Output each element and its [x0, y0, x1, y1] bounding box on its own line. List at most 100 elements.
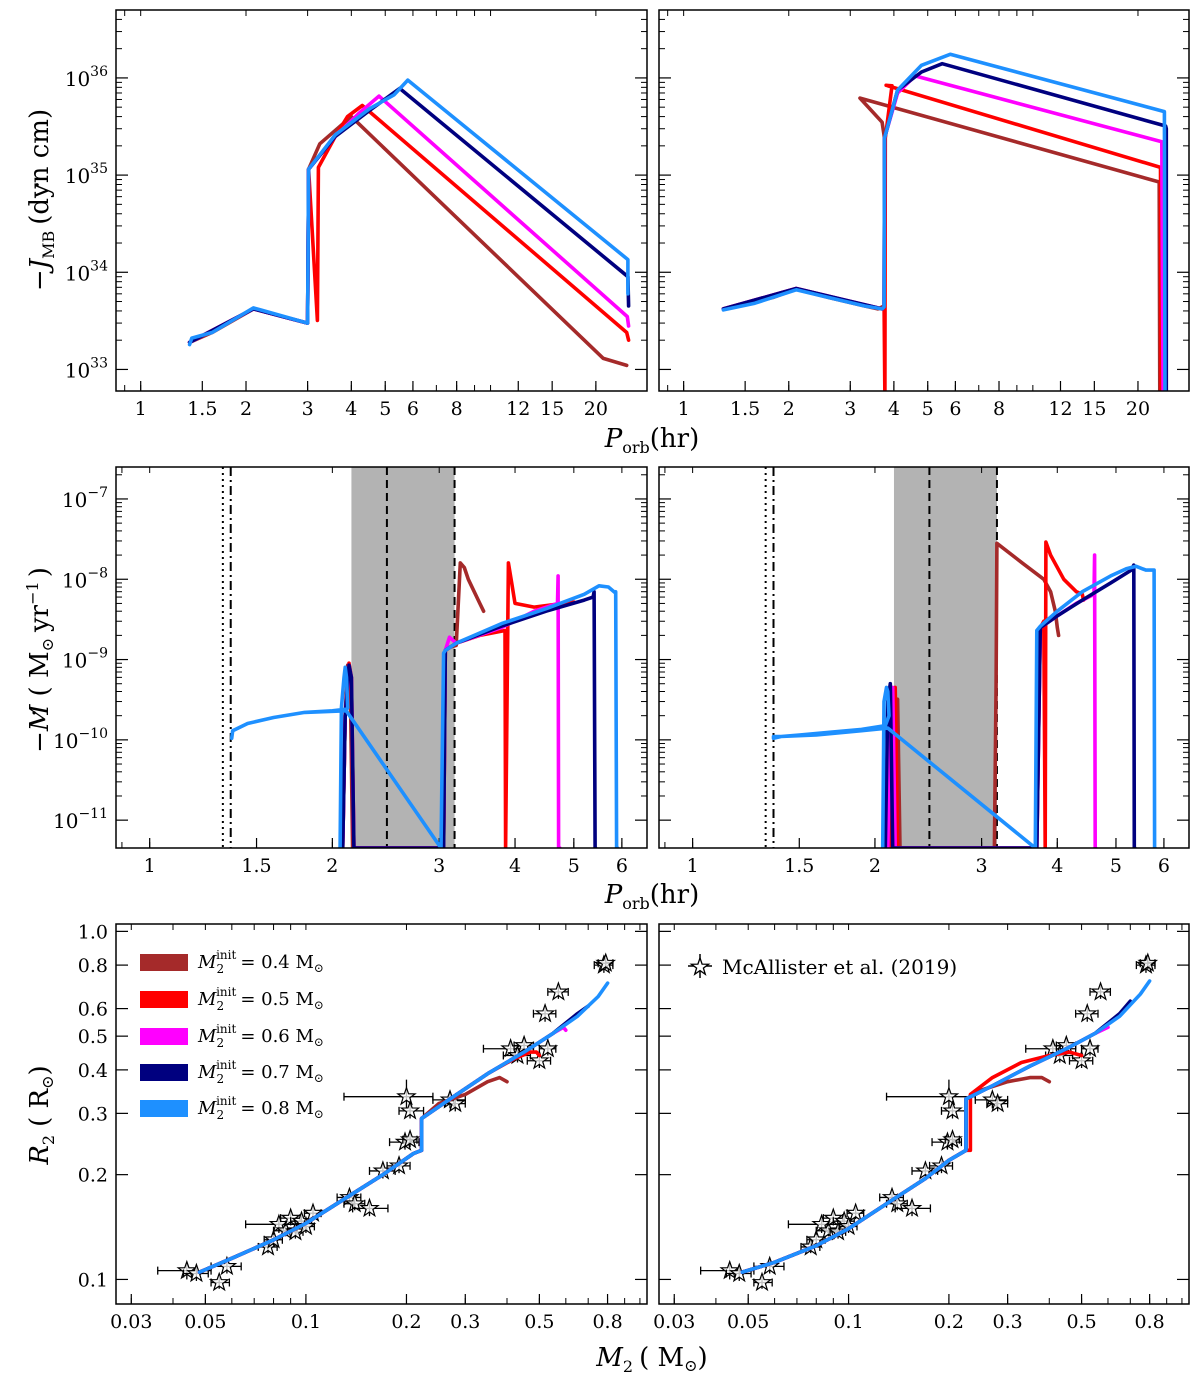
y-tick-label: 1.0 [78, 921, 108, 943]
x-tick-label: 0.5 [524, 1311, 554, 1333]
legend-label-0: M2init = 0.4 M⊙ [197, 948, 324, 976]
x-tick-label: 0.03 [653, 1311, 695, 1333]
ylabel-jmb: −JMB (dyn cm) [25, 109, 58, 291]
ylabel-mdot-dot: · [30, 699, 38, 729]
panel-frame [115, 9, 648, 392]
x-tick-label: 1 [678, 398, 690, 420]
x-tick-label: 8 [993, 398, 1005, 420]
panel-frame [658, 9, 1190, 392]
y-tick-label: 0.5 [78, 1026, 108, 1048]
x-tick-label: 5 [1110, 855, 1122, 877]
series-line-0.6 [740, 1025, 1110, 1274]
plot-area [700, 953, 1158, 1291]
x-tick-label: 0.1 [833, 1311, 863, 1333]
x-tick-label: 6 [616, 855, 628, 877]
x-tick-label: 12 [506, 398, 530, 420]
y-tick-label: 0.6 [78, 999, 108, 1021]
x-tick-label: 0.05 [184, 1311, 226, 1333]
series-line-0.7 [187, 86, 631, 345]
plot-area [229, 561, 620, 848]
xlabel-porb-mid: Porb(hr) [604, 880, 700, 913]
x-tick-label: 0.2 [391, 1311, 421, 1333]
x-tick-label: 3 [302, 398, 314, 420]
ylabel-jmb-subscript: MB [39, 231, 58, 259]
y-tick-label: 10−7 [62, 485, 108, 512]
legend-swatch-3 [140, 1064, 188, 1081]
ylabel-mdot-sun: ⊙ [38, 638, 57, 651]
legend-label-3: M2init = 0.7 M⊙ [197, 1058, 324, 1086]
xlabel-m2-close: ) [698, 1343, 708, 1373]
x-tick-label: 0.8 [592, 1311, 622, 1333]
legend-swatch-2 [140, 1028, 188, 1045]
series-line-0.8 [771, 564, 1157, 848]
series-line-0.7 [721, 61, 1169, 391]
x-tick-label: 5 [922, 398, 934, 420]
ylabel-jmb-minus: − [25, 269, 55, 291]
y-tick-label: 0.4 [78, 1060, 108, 1082]
ylabel-jmb-dot: · [33, 171, 41, 201]
panel-r2-left: 0.03 0.05 0.1 0.2 0.3 0.5 0.8 0.1 0.2 0.3 0.4 0.5 0.… [78, 921, 648, 1333]
legend-swatch-1 [140, 991, 188, 1008]
x-tick-label: 1.5 [784, 855, 814, 877]
panel-frame [658, 923, 1190, 1305]
series-line-0.6 [721, 74, 1165, 391]
series-line-0.5 [721, 83, 1163, 391]
x-tick-label: 1.5 [187, 398, 217, 420]
y-tick-label: 10−10 [53, 726, 108, 753]
ylabel-jmb-units: (dyn cm) [25, 109, 55, 225]
xlabel-m2-symbol: M [595, 1343, 624, 1373]
legend-label-4: M2init = 0.8 M⊙ [197, 1094, 324, 1122]
y-tick-label: 10−9 [62, 646, 108, 673]
panel-mdot-left: 1 1.5 2 3 4 5 6 10−11 10−10 10−9 10−8 10−7 [53, 466, 648, 877]
series-line-0.6 [187, 94, 631, 345]
x-tick-label: 12 [1048, 398, 1072, 420]
plot-area [771, 540, 1157, 848]
xlabel-porb-mid-units: (hr) [650, 880, 699, 910]
xlabel-m2-units: ( M [639, 1343, 684, 1373]
ylabel-r2-sub: 2 [39, 1135, 58, 1145]
series-line-0.4 [740, 1075, 1052, 1274]
x-tick-label: 0.8 [1135, 1311, 1165, 1333]
ylabel-mdot-paren: ) [25, 567, 55, 577]
x-tick-label: 4 [345, 398, 357, 420]
y-tick-label: 1036 [65, 64, 108, 91]
legend: M2init = 0.4 M⊙ M2init = 0.5 M⊙ M2init = 0.… [140, 948, 324, 1122]
ylabel-r2-close: ) [25, 1065, 55, 1075]
xlabel-m2-sun: ⊙ [684, 1356, 697, 1375]
x-tick-label: 3 [433, 855, 445, 877]
ylabel-r2-units: ( R [25, 1087, 55, 1126]
y-tick-label: 0.1 [78, 1269, 108, 1291]
y-tick-label: 0.8 [78, 955, 108, 977]
legend-label-2: M2init = 0.6 M⊙ [197, 1022, 324, 1050]
ylabel-mdot-exp: −1 [23, 581, 42, 605]
x-tick-label: 0.05 [727, 1311, 769, 1333]
xlabel-porb-top-units: (hr) [650, 424, 699, 454]
panel-jmb-left: 1 1.5 2 3 4 5 6 8 12 15 20 1033 1034 1035 1036 [65, 9, 648, 420]
y-tick-label: 10−11 [53, 806, 108, 833]
plot-area [157, 953, 615, 1291]
x-tick-label: 6 [949, 398, 961, 420]
y-tick-label: 1035 [65, 161, 108, 188]
x-tick-label: 1.5 [730, 398, 760, 420]
plot-area [187, 78, 631, 368]
ylabel-mdot-minus: − [25, 731, 55, 753]
shaded-period-gap [893, 467, 997, 848]
x-tick-label: 0.03 [110, 1311, 152, 1333]
y-tick-label: 0.2 [78, 1165, 108, 1187]
series-line-0.5 [740, 1050, 1084, 1274]
ylabel-mdot-open: ( M [25, 651, 55, 696]
ylabel-jmb-symbol: J [25, 257, 55, 274]
x-tick-label: 3 [844, 398, 856, 420]
obs-legend: McAllister et al. (2019) [688, 954, 957, 979]
ylabel-mdot-yr: yr [25, 604, 55, 633]
x-tick-label: 1 [687, 855, 699, 877]
x-tick-label: 0.3 [450, 1311, 480, 1333]
y-tick-label: 1034 [65, 258, 108, 285]
panel-frame [115, 923, 648, 1305]
x-tick-label: 1 [144, 855, 156, 877]
xlabel-m2-sub: 2 [623, 1357, 633, 1376]
ylabel-mdot-symbol: M [25, 703, 55, 732]
x-tick-label: 2 [783, 398, 795, 420]
x-tick-label: 2 [240, 398, 252, 420]
